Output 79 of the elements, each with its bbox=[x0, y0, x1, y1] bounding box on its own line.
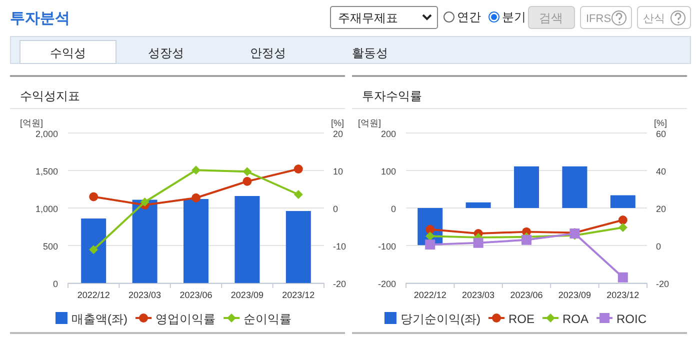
legend-label: ROA bbox=[562, 312, 589, 326]
bar bbox=[562, 166, 588, 208]
point bbox=[89, 245, 98, 254]
y-tick-label: 2,000 bbox=[35, 129, 58, 139]
point bbox=[192, 166, 200, 175]
x-tick-label: 2022/12 bbox=[77, 290, 110, 300]
y2-axis-title: [%] bbox=[331, 118, 344, 128]
point bbox=[294, 164, 303, 174]
point bbox=[294, 190, 303, 199]
point bbox=[426, 232, 435, 241]
x-tick-label: 2023/03 bbox=[128, 290, 162, 300]
point bbox=[618, 223, 628, 232]
text: 활동성 bbox=[352, 46, 388, 60]
legend-label: ROIC bbox=[616, 312, 647, 326]
point bbox=[89, 192, 98, 202]
x-tick-label: 2023/09 bbox=[558, 290, 591, 300]
chart-title: 투자수익률 bbox=[362, 89, 422, 103]
point bbox=[192, 193, 200, 202]
point bbox=[140, 198, 150, 206]
bar bbox=[81, 218, 106, 283]
y2-tick-label: 0 bbox=[656, 242, 662, 252]
y2-tick-label: 0 bbox=[333, 204, 338, 214]
point bbox=[618, 216, 628, 224]
text: 주재무제표 bbox=[338, 11, 398, 25]
y-tick-label: 500 bbox=[42, 242, 58, 252]
text: 안정성 bbox=[250, 46, 286, 60]
text: 검색 bbox=[539, 11, 563, 25]
bar bbox=[234, 196, 260, 283]
bar bbox=[184, 199, 208, 283]
bar bbox=[466, 202, 491, 208]
x-tick-label: 2023/06 bbox=[180, 290, 212, 300]
text: 분기 bbox=[502, 10, 526, 24]
y-tick-label: 100 bbox=[380, 166, 396, 176]
point bbox=[473, 238, 484, 248]
text: 수익성 bbox=[50, 46, 86, 60]
y-tick-label: -100 bbox=[378, 242, 396, 252]
y-axis-title: [억원] bbox=[358, 118, 382, 128]
y-tick-label: 0 bbox=[52, 279, 58, 289]
bar bbox=[610, 195, 636, 208]
legend-label: 매출액(좌) bbox=[72, 312, 128, 326]
text: 산식 bbox=[643, 13, 665, 25]
x-tick-label: 2023/12 bbox=[606, 290, 640, 300]
x-tick-label: 2022/12 bbox=[414, 290, 446, 300]
bar bbox=[286, 211, 311, 283]
y2-tick-label: 20 bbox=[656, 204, 666, 214]
legend-label: 순이익률 bbox=[244, 312, 292, 326]
y2-axis-title: [%] bbox=[654, 118, 668, 128]
point bbox=[522, 234, 532, 245]
legend-label: ROE bbox=[508, 312, 534, 326]
text: 연간 bbox=[457, 10, 481, 24]
y2-tick-label: 20 bbox=[333, 129, 344, 139]
x-tick-label: 2023/09 bbox=[230, 290, 264, 300]
legend-label: 당기순이익(좌) bbox=[400, 312, 480, 326]
y2-tick-label: -20 bbox=[656, 279, 670, 289]
y2-tick-label: 60 bbox=[656, 129, 666, 139]
text: IFRS bbox=[586, 13, 612, 25]
chart-title: 수익성지표 bbox=[20, 89, 80, 103]
point bbox=[618, 272, 628, 282]
y2-tick-label: -20 bbox=[333, 279, 346, 289]
y2-tick-label: 40 bbox=[656, 166, 666, 176]
y-tick-label: -200 bbox=[378, 279, 396, 289]
point bbox=[425, 240, 436, 250]
y-axis-title: [억원] bbox=[20, 118, 44, 128]
x-tick-label: 2023/06 bbox=[510, 290, 543, 300]
point bbox=[242, 167, 252, 176]
y2-tick-label: -10 bbox=[333, 242, 346, 252]
y-tick-label: 200 bbox=[380, 129, 396, 139]
y2-tick-label: 10 bbox=[333, 166, 344, 176]
x-tick-label: 2023/03 bbox=[462, 290, 495, 300]
legend-label: 영업이익률 bbox=[156, 312, 216, 326]
text: 투자분석 bbox=[10, 10, 70, 27]
bar bbox=[132, 200, 158, 283]
bar bbox=[514, 166, 539, 208]
text: 성장성 bbox=[148, 46, 184, 60]
y-tick-label: 0 bbox=[390, 204, 396, 214]
point bbox=[242, 176, 252, 186]
x-tick-label: 2023/12 bbox=[282, 290, 315, 300]
y-tick-label: 1,500 bbox=[35, 166, 58, 176]
y-tick-label: 1,000 bbox=[35, 204, 58, 214]
